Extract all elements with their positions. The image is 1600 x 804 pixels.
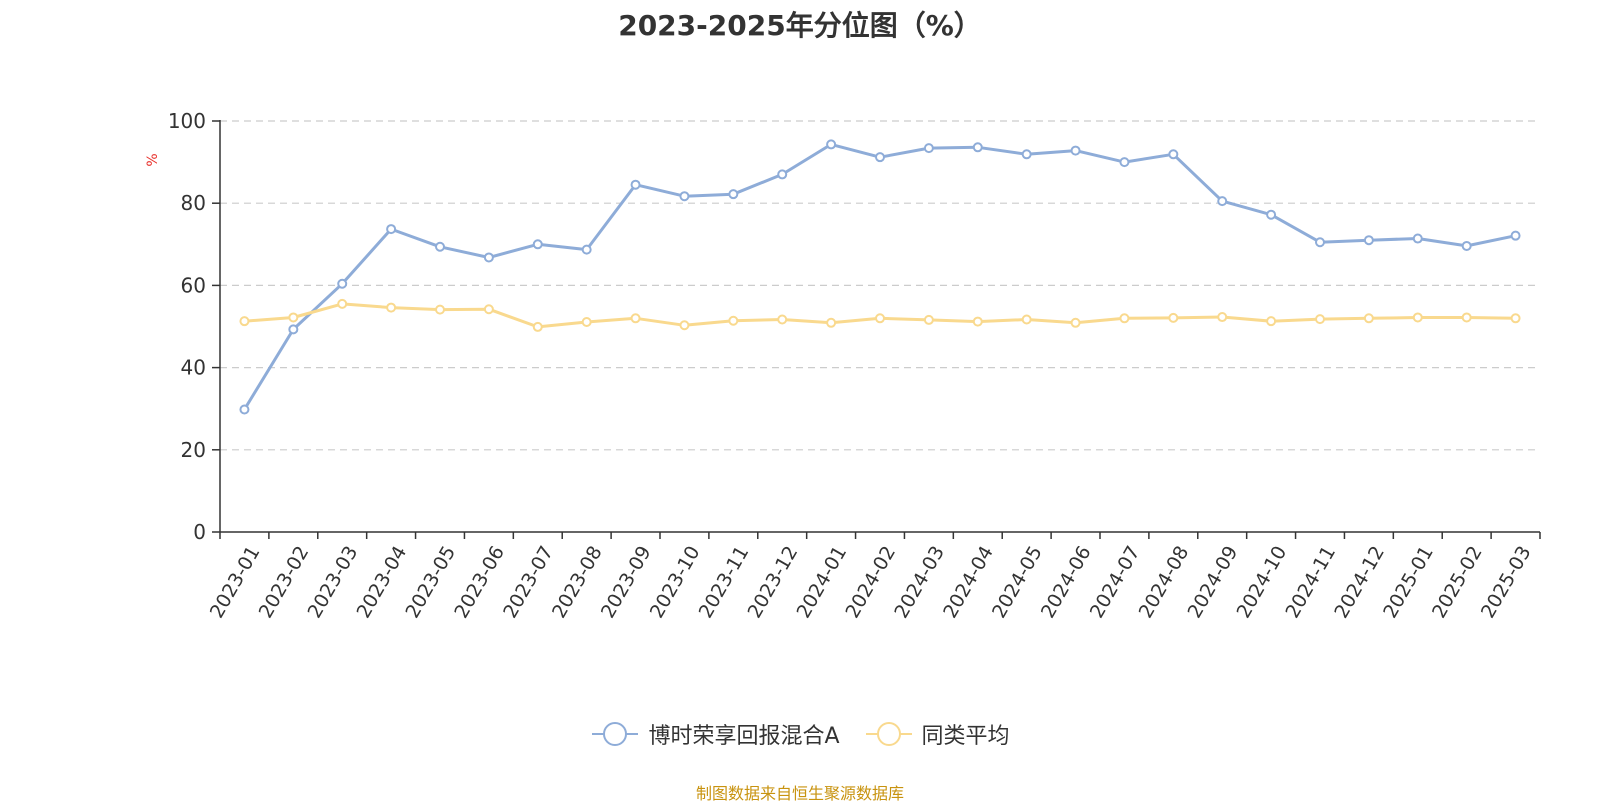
- data-point: [288, 312, 299, 323]
- legend-item[interactable]: 博时荣享回报混合A: [590, 718, 840, 750]
- data-point: [728, 189, 739, 200]
- data-point: [826, 139, 837, 150]
- legend-item[interactable]: 同类平均: [864, 718, 1010, 750]
- data-point: [826, 317, 837, 328]
- data-point: [777, 314, 788, 325]
- data-point: [1412, 312, 1423, 323]
- y-tick-label: 60: [181, 273, 206, 297]
- data-point: [1461, 240, 1472, 251]
- data-point: [581, 316, 592, 327]
- series-line: [243, 142, 1516, 411]
- data-point: [1412, 233, 1423, 244]
- data-point: [1266, 316, 1277, 327]
- data-point: [581, 244, 592, 255]
- data-point: [483, 304, 494, 315]
- data-point: [923, 314, 934, 325]
- data-point: [532, 239, 543, 250]
- data-point: [1510, 313, 1521, 324]
- y-tick-label: 80: [181, 191, 206, 215]
- legend-label: 博时荣享回报混合A: [648, 724, 840, 749]
- data-point: [1217, 312, 1228, 323]
- data-point: [1070, 145, 1081, 156]
- data-point: [386, 302, 397, 313]
- legend: 博时荣享回报混合A 同类平均: [0, 718, 1600, 750]
- data-point: [435, 304, 445, 315]
- y-tick-label: 20: [181, 438, 206, 462]
- data-point: [483, 252, 494, 263]
- data-point: [239, 404, 250, 415]
- axis-layer: 0204060801002023-012023-022023-032023-04…: [168, 109, 1541, 622]
- data-point: [630, 313, 641, 324]
- data-point: [288, 324, 299, 335]
- data-point: [1119, 157, 1130, 168]
- data-point: [1363, 313, 1374, 324]
- data-point: [1266, 209, 1277, 220]
- data-point: [1021, 314, 1032, 325]
- data-point: [923, 143, 934, 154]
- data-point: [1217, 196, 1228, 207]
- chart-title: 2023-2025年分位图（%）: [618, 9, 982, 42]
- data-point: [1119, 313, 1130, 324]
- data-point: [1168, 312, 1179, 323]
- data-point: [630, 179, 641, 190]
- data-point: [679, 191, 690, 202]
- data-point: [239, 316, 250, 327]
- y-tick-label: 100: [168, 109, 206, 133]
- data-point: [386, 224, 397, 235]
- legend-marker-icon: [592, 722, 639, 746]
- data-point: [1461, 312, 1472, 323]
- data-point: [435, 241, 445, 252]
- data-point: [532, 321, 543, 332]
- data-point: [972, 142, 983, 153]
- legend-marker-icon: [865, 722, 912, 746]
- data-point: [1070, 317, 1081, 328]
- data-point: [1315, 237, 1325, 248]
- data-point: [1363, 235, 1374, 246]
- series-layer: [239, 139, 1521, 415]
- source-note: 制图数据来自恒生聚源数据库: [695, 784, 904, 803]
- data-point: [1510, 230, 1521, 241]
- data-point: [875, 152, 885, 163]
- data-point: [679, 320, 690, 331]
- data-point: [777, 169, 788, 180]
- data-point: [972, 316, 983, 327]
- data-point: [1315, 314, 1325, 325]
- y-tick-label: 40: [181, 356, 206, 380]
- y-axis-label: %: [145, 153, 161, 166]
- data-point: [1168, 149, 1179, 160]
- data-point: [1021, 149, 1032, 160]
- grid-layer: [220, 120, 1540, 451]
- legend-label: 同类平均: [921, 724, 1010, 749]
- data-point: [875, 313, 885, 324]
- data-point: [337, 298, 348, 309]
- y-tick-label: 0: [193, 520, 206, 544]
- data-point: [337, 278, 348, 289]
- data-point: [728, 315, 739, 326]
